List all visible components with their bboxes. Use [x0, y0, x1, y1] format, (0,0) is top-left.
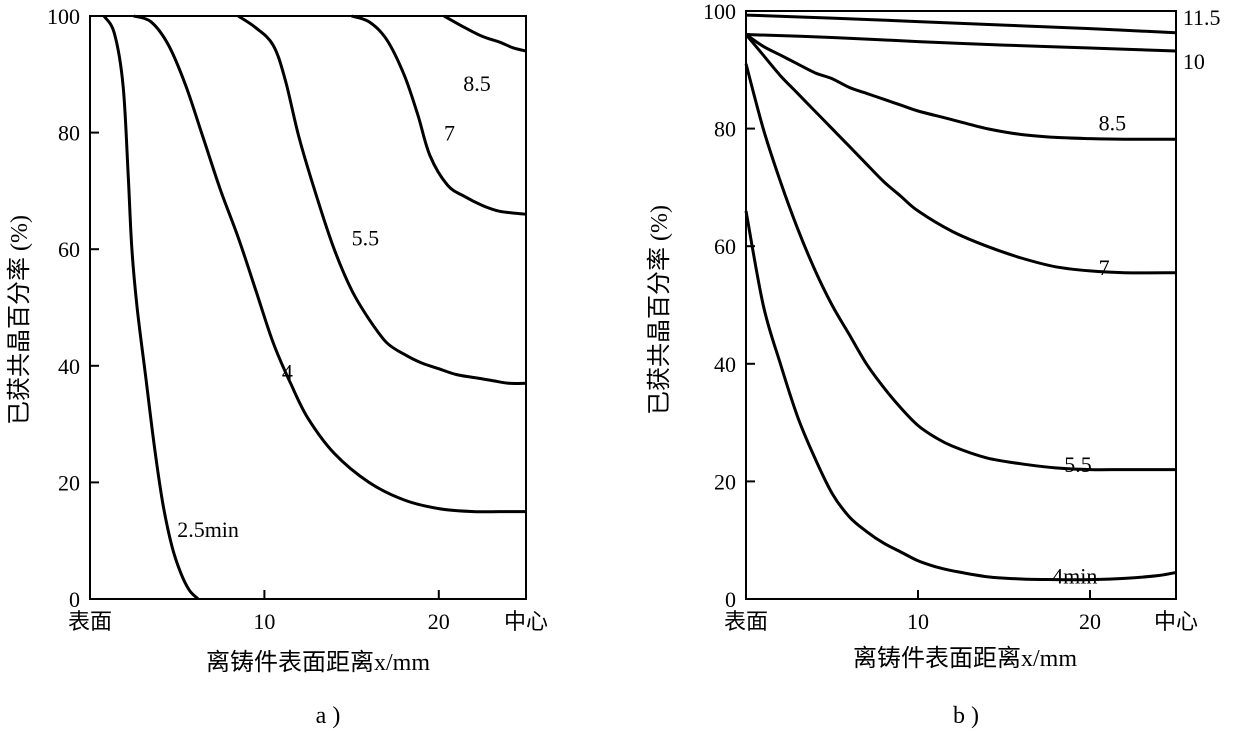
panel-a-curve-label: 5.5: [352, 226, 380, 251]
panel-b-y-tick-label: 80: [714, 117, 736, 142]
panel-a-x-tick-label: 中心: [504, 609, 548, 634]
panel-b-curve-label: 4min: [1052, 563, 1097, 588]
panel-b-curve-label: 10: [1183, 49, 1205, 74]
panel-b-curves: 11.5 10 8.5 7 5.5 4min: [744, 5, 1221, 588]
panel-a-x-tick-label: 20: [428, 609, 450, 634]
panel-a-curve-5-5: [237, 14, 527, 386]
panel-a-curve-label: 8.5: [463, 71, 491, 96]
panel-a-x-tick-label: 表面: [68, 609, 112, 634]
panel-a-curve-4: [133, 14, 526, 514]
panel-b-x-tick-label: 10: [907, 609, 929, 634]
panel-b-y-tick-label: 100: [703, 0, 736, 24]
panel-a-curve-2-5min: [102, 15, 200, 601]
panel-b-frame: [745, 10, 1177, 600]
panel-a-y-axis-title: 已获共晶百分率 (%): [6, 215, 33, 425]
panel-b-curve-8-5: [745, 33, 1177, 141]
panel-a-y-tick-label: 80: [58, 121, 80, 146]
panel-a-x-axis-title: 离铸件表面距离x/mm: [206, 649, 430, 676]
panel-a-curve-label: 4: [282, 360, 293, 385]
panel-a-y-tick-label: 100: [47, 4, 80, 29]
panel-b-curve-label: 8.5: [1099, 111, 1127, 136]
panel-a-curve-label: 2.5min: [177, 517, 239, 542]
panel-b-curve-10: [745, 33, 1177, 53]
panel-a-y-tick-label: 60: [58, 237, 80, 262]
panel-a-frame: [89, 15, 527, 600]
panel-b-x-tick-label: 表面: [724, 609, 768, 634]
panel-a-y-tick-label: 40: [58, 354, 80, 379]
panel-b-y-tick-label: 0: [725, 587, 736, 612]
panel-b: 0 20 40 60 80 100 表面 10 20 中心 11.5 10 8.5 7 5.5 4min 已…: [646, 0, 1221, 729]
panel-b-curve-label: 5.5: [1064, 452, 1092, 477]
panel-b-y-tick-label: 40: [714, 352, 736, 377]
panel-b-x-axis-title: 离铸件表面距离x/mm: [853, 645, 1077, 672]
panel-b-curve-7: [744, 33, 1177, 275]
panel-a: 0 20 40 60 80 100 表面 10 20 中心 2.5min 4 5.5 7 8.5 已获共晶…: [6, 4, 548, 729]
panel-b-curve-label: 7: [1099, 255, 1110, 280]
panel-b-x-tick-label: 中心: [1154, 609, 1198, 634]
panel-a-x-tick-label: 10: [253, 609, 275, 634]
panel-a-label: a ): [316, 703, 341, 729]
panel-b-y-axis-title: 已获共晶百分率 (%): [646, 205, 673, 415]
panel-a-curves: 2.5min 4 5.5 7 8.5: [102, 14, 527, 601]
panel-b-y-tick-label: 20: [714, 469, 736, 494]
panel-b-curve-11-5: [745, 13, 1177, 35]
panel-b-label: b ): [953, 703, 979, 729]
panel-a-curve-7: [351, 14, 527, 216]
panel-b-y-tick-label: 60: [714, 234, 736, 259]
panel-b-curve-5-5: [744, 63, 1176, 472]
panel-b-ticks: 0 20 40 60 80 100 表面 10 20 中心: [703, 0, 1198, 634]
panel-b-curve-4min: [744, 210, 1177, 582]
panel-b-x-tick-label: 20: [1079, 609, 1101, 634]
panel-a-curve-8-5: [443, 14, 527, 53]
panel-a-y-tick-label: 20: [58, 470, 80, 495]
panel-a-y-tick-label: 0: [69, 587, 80, 612]
panel-b-curve-label: 11.5: [1183, 5, 1221, 30]
panel-a-ticks: 0 20 40 60 80 100 表面 10 20 中心: [47, 4, 548, 634]
panel-a-curve-label: 7: [444, 121, 455, 146]
